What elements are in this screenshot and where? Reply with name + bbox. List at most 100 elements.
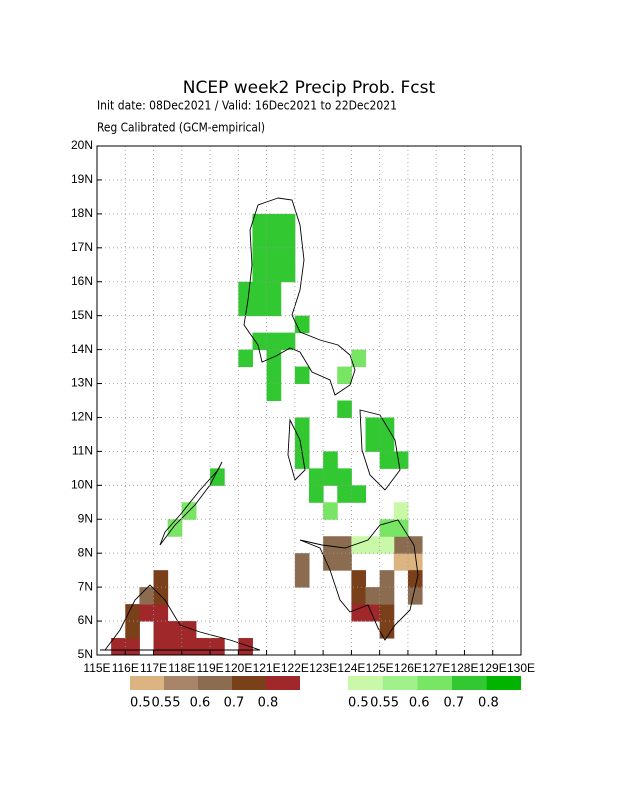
legend-label: 0.5 [348, 696, 369, 711]
coastline [159, 461, 223, 546]
x-tick-label: 120E [224, 661, 252, 675]
forecast-cell [167, 621, 183, 639]
legend-swatch [164, 676, 198, 690]
forecast-cell [266, 349, 282, 368]
forecast-cell [210, 468, 225, 486]
forecast-cell [351, 536, 367, 554]
legend-swatch [451, 676, 487, 690]
forecast-cell [379, 451, 395, 469]
forecast-cell [393, 553, 409, 571]
x-tick-label: 116E [112, 661, 139, 675]
legend-label: 0.8 [258, 696, 279, 711]
forecast-cell [379, 536, 395, 554]
legend-label: 0.55 [152, 696, 181, 711]
forecast-cell [139, 604, 155, 622]
plot-frame [96, 145, 522, 656]
forecast-cell [153, 638, 169, 656]
x-tick-label: 115E [83, 661, 110, 675]
coastline [359, 409, 401, 491]
forecast-cell [252, 281, 268, 300]
forecast-cell [365, 536, 381, 554]
forecast-cell [294, 570, 310, 588]
x-tick-label: 119E [196, 661, 223, 675]
forecast-cell [294, 553, 310, 571]
x-tick-label: 126E [394, 661, 422, 675]
forecast-cell [167, 519, 183, 537]
forecast-cell [125, 621, 140, 639]
forecast-cell [323, 502, 338, 520]
y-tick-label: 10N [71, 478, 93, 492]
forecast-cell [379, 570, 395, 588]
forecast-cell [337, 468, 352, 486]
x-tick-label: 123E [309, 661, 337, 675]
subtitle: Init date: 08Dec2021 / Valid: 16Dec2021 … [97, 99, 397, 113]
forecast-cell [266, 298, 282, 317]
coastline [243, 197, 356, 396]
legend-label: 0.8 [478, 696, 499, 711]
forecast-cell [266, 213, 282, 232]
forecast-cell [280, 213, 296, 232]
forecast-cell [351, 485, 367, 503]
legend-swatch [382, 676, 418, 690]
forecast-cell [238, 298, 253, 317]
x-tick-label: 122E [281, 661, 309, 675]
forecast-cell [379, 587, 395, 605]
forecast-cell [365, 434, 381, 452]
forecast-cell [323, 468, 338, 486]
x-tick-label: 118E [168, 661, 195, 675]
forecast-cell [195, 638, 211, 656]
forecast-cell [323, 451, 338, 469]
forecast-cell [294, 451, 310, 469]
forecast-cell [153, 570, 169, 588]
forecast-cell [252, 332, 268, 351]
forecast-cell [266, 383, 282, 401]
x-tick-label: 128E [450, 661, 478, 675]
y-tick-label: 15N [71, 308, 93, 322]
forecast-cell [407, 587, 423, 605]
x-tick-label: 130E [507, 661, 535, 675]
legend-label: 0.7 [224, 696, 245, 711]
y-tick-label: 16N [71, 274, 93, 288]
forecast-cell [294, 315, 310, 334]
forecast-cell [167, 638, 183, 656]
forecast-cell [238, 638, 253, 656]
forecast-cell [111, 638, 126, 656]
forecast-cell [393, 519, 409, 537]
forecast-cell [280, 247, 296, 266]
y-tick-label: 11N [72, 444, 93, 458]
coastline [299, 519, 419, 641]
y-tick-label: 8N [78, 545, 93, 559]
forecast-cell [266, 230, 282, 249]
legend-swatch [348, 676, 383, 690]
y-tick-label: 18N [71, 206, 93, 220]
forecast-cell [309, 468, 324, 486]
y-tick-label: 14N [71, 342, 93, 356]
forecast-cell [252, 247, 268, 266]
forecast-cell [365, 417, 381, 435]
forecast-cell [351, 604, 367, 622]
x-tick-label: 121E [253, 661, 281, 675]
forecast-cell [125, 604, 140, 622]
legend-label: 0.55 [370, 696, 399, 711]
forecast-cell [294, 434, 310, 452]
legend-label: 0.6 [190, 696, 211, 711]
forecast-cell [309, 485, 324, 503]
y-tick-label: 9N [78, 511, 93, 525]
map-title: NCEP week2 Precip Prob. Fcst [183, 78, 436, 98]
forecast-cell [337, 536, 352, 554]
x-tick-label: 125E [366, 661, 394, 675]
forecast-cell [393, 502, 409, 520]
forecast-cell [252, 264, 268, 283]
forecast-cell [323, 553, 338, 571]
y-tick-label: 17N [71, 240, 93, 254]
legend-swatch [417, 676, 452, 690]
cells [111, 213, 423, 656]
forecast-cell [407, 553, 423, 571]
forecast-cell [294, 366, 310, 385]
forecast-cell [238, 281, 253, 300]
forecast-cell [210, 638, 225, 656]
forecast-cell [280, 264, 296, 283]
y-tick-label: 6N [78, 613, 93, 627]
legend-label: 0.5 [130, 696, 151, 711]
coastline [287, 418, 306, 481]
